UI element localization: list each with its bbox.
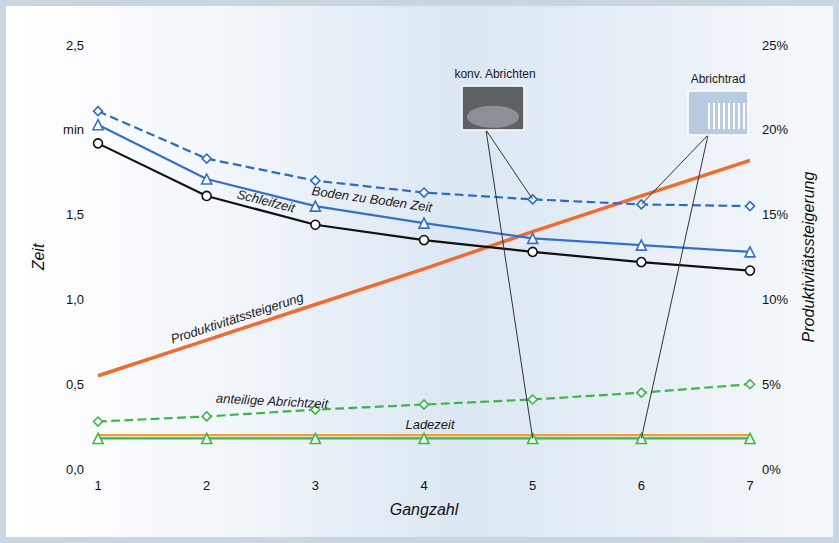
svg-text:anteilige Abrichtzeit: anteilige Abrichtzeit: [216, 391, 330, 412]
svg-text:3: 3: [312, 478, 319, 493]
svg-text:Produktivitätssteigerung: Produktivitätssteigerung: [169, 289, 306, 346]
svg-text:5: 5: [529, 478, 536, 493]
svg-text:0,0: 0,0: [66, 462, 84, 477]
svg-text:4: 4: [420, 478, 427, 493]
svg-text:1,0: 1,0: [66, 292, 84, 307]
svg-text:konv. Abrichten: konv. Abrichten: [454, 67, 535, 81]
svg-text:0%: 0%: [762, 462, 781, 477]
svg-text:15%: 15%: [762, 207, 788, 222]
svg-text:20%: 20%: [762, 122, 788, 137]
svg-text:10%: 10%: [762, 292, 788, 307]
svg-text:0,5: 0,5: [66, 377, 84, 392]
svg-text:5%: 5%: [762, 377, 781, 392]
svg-text:Abrichtrad: Abrichtrad: [691, 72, 746, 86]
svg-text:6: 6: [638, 478, 645, 493]
svg-text:min: min: [63, 122, 84, 137]
svg-text:2,5: 2,5: [66, 38, 84, 53]
svg-text:Schleifzeit: Schleifzeit: [235, 187, 297, 216]
svg-text:2: 2: [203, 478, 210, 493]
svg-text:1,5: 1,5: [66, 207, 84, 222]
svg-text:25%: 25%: [762, 38, 788, 53]
svg-text:Zeit: Zeit: [30, 243, 47, 271]
svg-text:Produktivitätssteigerung: Produktivitätssteigerung: [800, 172, 817, 343]
svg-text:1: 1: [94, 478, 101, 493]
svg-text:7: 7: [746, 478, 753, 493]
svg-text:Gangzahl: Gangzahl: [390, 501, 459, 518]
svg-text:Ladezeit: Ladezeit: [405, 417, 456, 432]
svg-text:Boden zu Boden Zeit: Boden zu Boden Zeit: [311, 183, 435, 215]
